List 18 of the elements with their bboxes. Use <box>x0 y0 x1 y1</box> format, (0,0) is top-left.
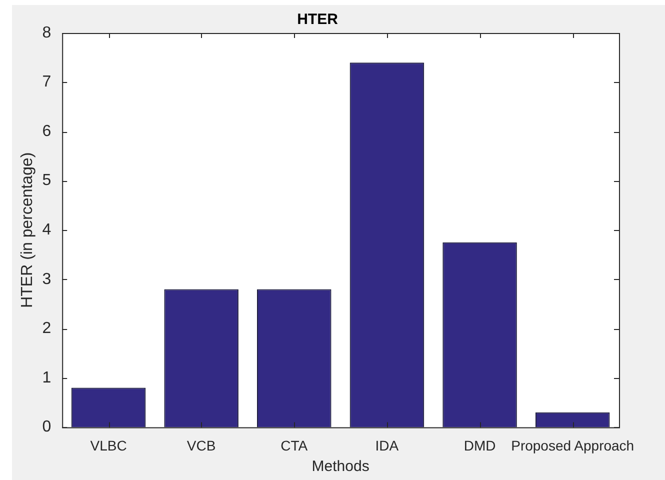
x-tick-label: CTA <box>280 437 308 454</box>
y-tick-label: 1 <box>42 369 52 386</box>
y-tick-label: 8 <box>42 24 52 42</box>
x-tick-label: VLBC <box>90 437 127 454</box>
x-tick-label: VCB <box>186 437 216 454</box>
chart-title: HTER <box>297 11 338 28</box>
y-tick-label: 5 <box>42 172 52 190</box>
y-tick-label: 2 <box>42 320 52 338</box>
x-tick-label: DMD <box>464 437 496 454</box>
y-axis-title: HTER (in percentage) <box>19 152 36 308</box>
x-axis-title: Methods <box>312 458 370 476</box>
x-tick-label: Proposed Approach <box>511 437 634 454</box>
y-tick-label: 4 <box>42 222 52 239</box>
y-tick-label: 7 <box>42 74 52 91</box>
y-tick-label: 6 <box>42 122 52 140</box>
x-tick-label: IDA <box>375 437 400 454</box>
y-tick-label: 3 <box>42 270 52 288</box>
y-tick-label: 0 <box>42 418 52 436</box>
